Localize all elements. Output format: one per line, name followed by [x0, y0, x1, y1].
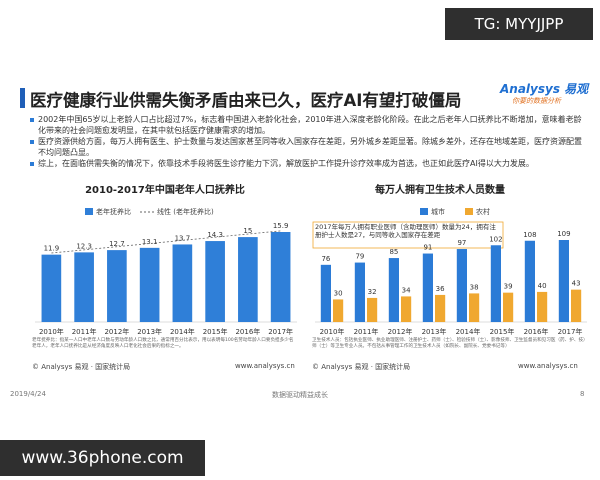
bullets: 2002年中国65岁以上老龄人口占比超过7%，标志着中国进入老龄化社会，2010… [30, 114, 585, 169]
slide-title: 医疗健康行业供需失衡矛盾由来已久，医疗AI有望打破僵局 [30, 91, 462, 110]
bar [537, 291, 548, 322]
bar [270, 232, 291, 322]
value-label: 30 [334, 289, 343, 297]
value-label: 13.1 [142, 238, 158, 246]
legend-label: 老年抚养比 [96, 207, 131, 216]
bar [367, 297, 378, 322]
x-tick-label: 2015年 [490, 327, 515, 336]
x-tick-label: 2010年 [320, 327, 345, 336]
annotation: 2017年每万人拥有职业医师（含助理医师）数量为24，拥有注册护士人数是27，与… [315, 223, 496, 239]
value-label: 39 [504, 283, 513, 291]
footer-date: 2019/4/24 [10, 390, 46, 398]
watermark-top: TG: MYYJJPP [445, 8, 593, 40]
value-label: 76 [321, 255, 330, 263]
legend-swatch [420, 208, 428, 215]
logo-slogan: 你要的数据分析 [512, 97, 561, 105]
logo: Analysys 易观 [500, 82, 589, 96]
annotation-box [312, 221, 504, 249]
x-tick-label: 2010年 [39, 327, 64, 336]
legend-label: 农村 [476, 207, 490, 216]
x-tick-label: 2012年 [104, 327, 129, 336]
annotation-text: 2017年每万人拥有职业医师（含助理医师）数量为24，拥有注册护士人数是27，与… [315, 223, 496, 239]
footnote: 卫生技术人员：包括执业医师、执业助理医师、注册护士、药师（士）、检验技师（士）、… [312, 338, 586, 349]
footer-slogan: 数据驱动精益成长 [272, 391, 328, 399]
value-label: 36 [436, 285, 445, 293]
value-label: 40 [538, 282, 547, 290]
bar [333, 299, 344, 322]
value-label: 15.9 [273, 222, 289, 230]
value-label: 102 [489, 235, 502, 243]
page-number: 8 [580, 390, 585, 398]
x-tick-label: 2014年 [170, 327, 195, 336]
x-tick-label: 2015年 [203, 327, 228, 336]
value-label: 14.3 [207, 231, 223, 239]
website: www.analysys.cn [235, 362, 295, 370]
website: www.analysys.cn [518, 362, 578, 370]
value-label: 32 [368, 288, 377, 296]
source: © Analysys 易观 · 国家统计局 [32, 363, 131, 371]
value-label: 97 [457, 239, 466, 247]
x-tick-label: 2013年 [422, 327, 447, 336]
source: © Analysys 易观 · 国家统计局 [312, 363, 411, 371]
value-label: 11.9 [44, 245, 60, 253]
x-tick-label: 2017年 [558, 327, 583, 336]
value-label: 15 [243, 227, 252, 235]
bar [558, 240, 569, 322]
bullet: 2002年中国65岁以上老龄人口占比超过7%，标志着中国进入老龄化社会，2010… [30, 114, 585, 136]
value-label: 34 [402, 286, 411, 294]
footnote: 老年抚养比：指某一人口中老年人口数与劳动年龄人口数之比，通常用百分比表示，用以表… [32, 338, 294, 349]
bar [205, 241, 225, 322]
x-tick-label: 2011年 [354, 327, 379, 336]
bar [41, 254, 62, 322]
bar [320, 264, 331, 322]
legend-label: 城市 [431, 207, 445, 216]
bar [354, 262, 365, 322]
bar [469, 293, 480, 322]
bar [456, 249, 467, 322]
title-bar [20, 88, 25, 108]
x-tick-label: 2013年 [137, 327, 162, 336]
x-tick-label: 2016年 [235, 327, 260, 336]
value-label: 13.7 [175, 234, 191, 242]
x-tick-label: 2012年 [388, 327, 413, 336]
bar [388, 258, 399, 322]
bar [503, 292, 514, 322]
bar [401, 296, 412, 322]
bullet: 医疗资源供给方面，每万人拥有医生、护士数量与发达国家甚至同等收入国家存在差距，另… [30, 136, 585, 158]
chart-title: 2010-2017年中国老年人口抚养比 [85, 183, 245, 196]
value-label: 91 [423, 244, 432, 252]
bar [238, 237, 258, 322]
bar [107, 250, 127, 322]
x-tick-label: 2017年 [268, 327, 293, 336]
value-label: 12.3 [76, 242, 92, 250]
bar [139, 247, 160, 322]
value-label: 38 [470, 283, 479, 291]
bar [524, 240, 535, 322]
bullet: 综上，在面临供需失衡的情况下，依靠技术手段将医生诊疗能力下沉，解放医护工作提升诊… [30, 158, 585, 169]
legend-swatch [85, 208, 93, 215]
x-tick-label: 2014年 [456, 327, 481, 336]
bar [74, 252, 94, 322]
chart-title: 每万人拥有卫生技术人员数量 [375, 183, 505, 196]
bar [571, 289, 582, 322]
legend-label: 线性 (老年抚养比) [157, 207, 214, 216]
value-label: 79 [355, 253, 364, 261]
legend-swatch [465, 208, 473, 215]
bar [422, 253, 433, 322]
x-tick-label: 2016年 [524, 327, 549, 336]
x-tick-label: 2011年 [72, 327, 97, 336]
value-label: 108 [523, 231, 536, 239]
bar [172, 244, 193, 322]
value-label: 43 [572, 280, 581, 288]
value-label: 12.7 [109, 240, 125, 248]
value-label: 109 [557, 230, 570, 238]
value-label: 85 [389, 248, 398, 256]
bar [435, 294, 446, 322]
watermark-bottom: www.36phone.com [0, 440, 205, 476]
bar [490, 245, 501, 322]
